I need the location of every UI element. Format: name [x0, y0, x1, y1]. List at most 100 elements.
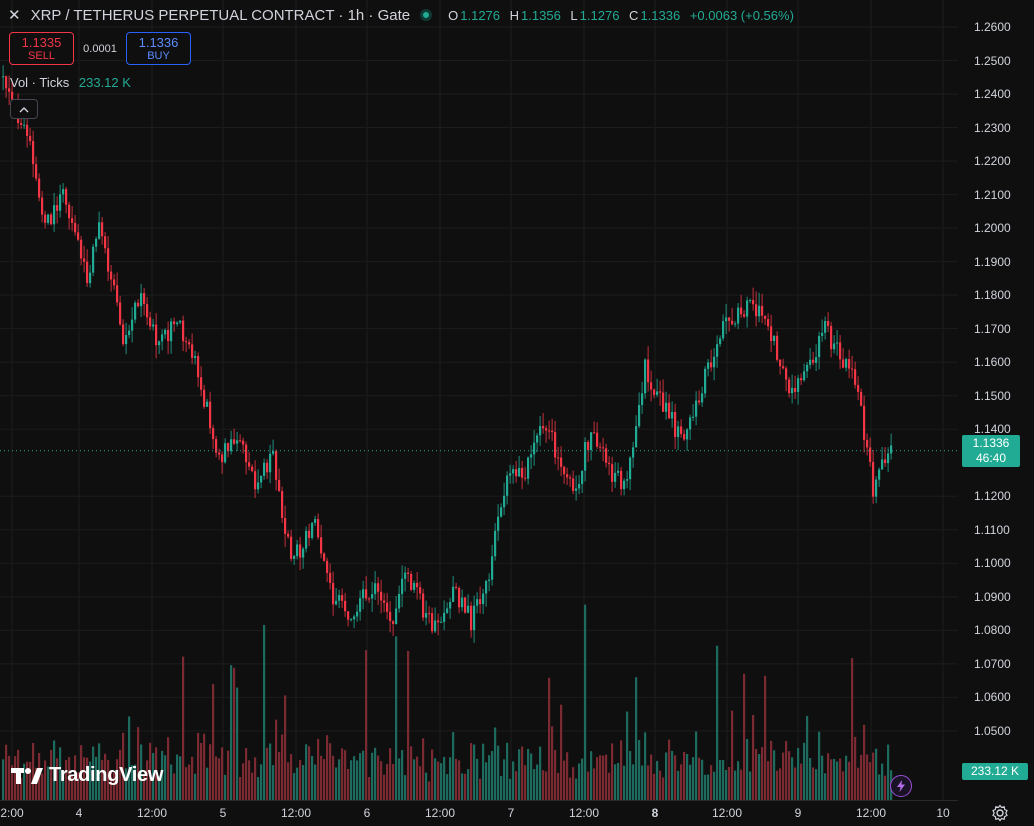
- last-price: 1.1336: [972, 435, 1010, 450]
- volume-bar: [221, 747, 224, 800]
- volume-bar: [641, 765, 644, 800]
- candle-body: [653, 389, 656, 395]
- buy-button[interactable]: 1.1336 BUY: [126, 32, 191, 65]
- volume-bar: [656, 760, 659, 800]
- candle-body: [125, 335, 128, 345]
- candle-body: [443, 612, 446, 622]
- candle-body: [626, 479, 629, 481]
- candle-body: [98, 222, 101, 239]
- price-tick-label: 1.1500: [974, 388, 1011, 403]
- price-axis[interactable]: 1.2600 1.2500 1.2400 1.2300 1.2200 1.2100 1.20…: [958, 0, 1034, 800]
- candle-body: [743, 314, 746, 317]
- chart-pane[interactable]: [0, 0, 958, 800]
- candle-body: [842, 359, 845, 368]
- candle-body: [221, 454, 224, 463]
- price-tick-label: 1.1900: [974, 254, 1011, 269]
- candle-body: [779, 359, 782, 367]
- volume-bar: [284, 695, 287, 800]
- candle-body: [167, 329, 170, 342]
- symbol-title[interactable]: XRP / TETHERUS PERPETUAL CONTRACT · 1h ·…: [30, 6, 411, 24]
- candle-body: [83, 258, 86, 262]
- volume-bar: [134, 764, 137, 800]
- volume-bar: [362, 750, 365, 800]
- candle-body: [239, 440, 242, 442]
- candle-body: [323, 553, 326, 561]
- volume-bar: [794, 767, 797, 800]
- candle-body: [299, 544, 302, 558]
- candle-body: [635, 426, 638, 448]
- volume-bar: [554, 750, 557, 800]
- volume-bar: [80, 745, 83, 800]
- candle-body: [848, 359, 851, 369]
- volume-bar: [758, 754, 761, 800]
- candle-body: [353, 616, 356, 620]
- market-status-icon[interactable]: [420, 9, 433, 21]
- volume-bar: [599, 755, 602, 800]
- volume-bar: [212, 684, 215, 800]
- sell-button[interactable]: 1.1335 SELL: [9, 32, 74, 65]
- candle-body: [530, 454, 533, 458]
- candle-body: [767, 319, 770, 327]
- candle-body: [134, 302, 137, 320]
- volume-bar: [797, 748, 800, 800]
- candle-body: [887, 453, 890, 464]
- candle-body: [605, 448, 608, 463]
- volume-bar: [821, 755, 824, 800]
- candle-body: [629, 457, 632, 480]
- volume-bar: [446, 774, 449, 800]
- candle-body: [851, 368, 854, 370]
- volume-bar: [428, 781, 431, 800]
- candlestick-chart[interactable]: [0, 0, 958, 800]
- volume-bar: [245, 748, 248, 800]
- volume-bar: [638, 740, 641, 800]
- candle-body: [506, 475, 509, 496]
- volume-bar: [440, 763, 443, 800]
- candle-body: [401, 578, 404, 594]
- close-x-icon[interactable]: ✕: [8, 7, 21, 24]
- candle-body: [560, 457, 563, 467]
- candle-body: [431, 613, 434, 632]
- volume-bar: [305, 744, 308, 800]
- tradingview-logo-text: TradingView: [49, 764, 164, 786]
- candle-body: [473, 605, 476, 631]
- volume-bar: [419, 766, 422, 800]
- volume-bar: [578, 763, 581, 800]
- candle-body: [713, 356, 716, 368]
- candle-body: [701, 393, 704, 403]
- volume-bar: [71, 775, 74, 800]
- volume-bar: [704, 774, 707, 800]
- volume-bar: [539, 746, 542, 800]
- volume-bar: [332, 755, 335, 800]
- gear-icon[interactable]: [990, 803, 1010, 823]
- candle-body: [500, 507, 503, 517]
- candle-body: [197, 356, 200, 378]
- chevron-up-icon[interactable]: [10, 99, 38, 119]
- change-value: +0.0063 (+0.56%): [689, 7, 794, 23]
- volume-bar: [209, 744, 212, 800]
- candle-body: [179, 320, 182, 323]
- volume-bar: [53, 740, 56, 800]
- volume-bar: [425, 772, 428, 800]
- candle-body: [872, 461, 875, 497]
- volume-bar: [185, 767, 188, 800]
- volume-bar: [602, 755, 605, 800]
- volume-bar: [743, 673, 746, 800]
- volume-bar: [107, 759, 110, 800]
- candle-body: [149, 317, 152, 327]
- volume-bar: [29, 761, 32, 800]
- candle-body: [458, 587, 461, 608]
- volume-legend[interactable]: Vol · Ticks 233.12 K: [10, 75, 131, 90]
- volume-bar: [731, 710, 734, 800]
- candle-body: [404, 572, 407, 579]
- volume-bar: [233, 667, 236, 800]
- volume-bar: [515, 771, 518, 800]
- tradingview-logo[interactable]: TradingView: [11, 764, 163, 787]
- volume-bar: [884, 775, 887, 800]
- candle-body: [704, 368, 707, 394]
- close-value: 1.1336: [640, 7, 681, 23]
- time-axis[interactable]: 2:00 4 12:00 5 12:00 6 12:00 7 12:00 8 12:00 9 12:00…: [0, 800, 958, 826]
- lightning-icon[interactable]: [890, 775, 912, 797]
- candle-body: [32, 140, 35, 165]
- volume-bar: [224, 774, 227, 800]
- price-tick-label: 1.2400: [974, 87, 1011, 102]
